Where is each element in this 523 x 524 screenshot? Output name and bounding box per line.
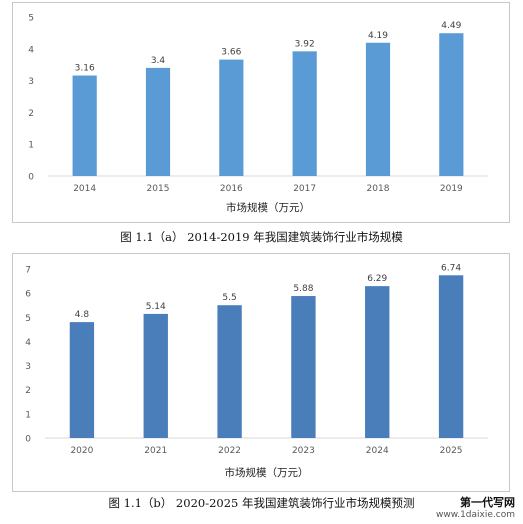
data-label: 5.88 <box>293 284 313 294</box>
watermark-title: 第一代写网 <box>460 496 515 510</box>
y-tick-label: 5 <box>25 314 31 324</box>
x-tick-label: 2022 <box>218 446 241 456</box>
x-tick-label: 2015 <box>147 184 170 194</box>
x-tick-label: 2024 <box>366 446 389 456</box>
x-tick-label: 2019 <box>440 184 463 194</box>
bar <box>365 42 391 177</box>
bar <box>292 51 317 176</box>
y-tick-label: 0 <box>25 435 31 445</box>
y-tick-label: 2 <box>25 386 31 396</box>
data-label: 4.8 <box>75 310 90 320</box>
x-axis-title: 市场规模（万元） <box>225 466 309 479</box>
y-tick-label: 3 <box>25 362 31 372</box>
data-label: 6.29 <box>367 274 387 284</box>
chart-caption-a: 图 1.1（a） 2014-2019 年我国建筑装饰行业市场规模 <box>120 230 403 244</box>
y-tick-label: 4 <box>25 338 31 348</box>
watermark-logo: 第一代写网 www.1daixie.com <box>435 496 515 520</box>
y-tick-label: 6 <box>25 290 31 300</box>
y-tick-label: 4 <box>28 45 34 55</box>
chart-panel-a: 0 1 2 3 4 5 3.16 2014 3.4 2015 3.66 2016 3.92 2017 4.1… <box>12 2 510 223</box>
data-label: 3.4 <box>151 56 166 66</box>
y-tick-label: 5 <box>28 14 34 24</box>
bar <box>439 33 464 176</box>
chart-panel-b: 0 1 2 3 4 5 6 7 4.8 2020 5.14 2021 5.5 2022 5.88 2023 6.… <box>12 253 510 492</box>
x-tick-label: 2023 <box>292 446 315 456</box>
watermark-url: www.1daixie.com <box>435 509 515 520</box>
bar <box>291 296 316 438</box>
bar <box>145 67 171 176</box>
y-tick-label: 0 <box>28 173 34 183</box>
y-tick-label: 2 <box>28 109 34 119</box>
data-label: 3.16 <box>75 64 95 74</box>
bar <box>217 305 242 438</box>
x-tick-label: 2016 <box>220 184 243 194</box>
x-tick-label: 2014 <box>73 184 96 194</box>
bar <box>69 322 95 438</box>
bar-chart-a: 0 1 2 3 4 5 3.16 2014 3.4 2015 3.66 2016 3.92 2017 4.1… <box>28 14 488 214</box>
bar <box>143 313 168 438</box>
x-tick-label: 2020 <box>70 446 93 456</box>
x-tick-label: 2025 <box>440 446 463 456</box>
data-label: 6.74 <box>441 263 461 273</box>
y-tick-label: 3 <box>28 77 34 87</box>
chart-caption-b: 图 1.1（b） 2020-2025 年我国建筑装饰行业市场规模预测 <box>108 496 415 510</box>
data-label: 5.5 <box>222 293 236 303</box>
x-tick-label: 2018 <box>367 184 390 194</box>
y-tick-label: 7 <box>25 266 31 276</box>
data-label: 4.49 <box>441 21 461 31</box>
data-label: 3.92 <box>295 39 315 49</box>
bar <box>438 275 464 438</box>
data-label: 3.66 <box>221 48 241 58</box>
y-tick-label: 1 <box>28 141 34 151</box>
x-axis-title: 市场规模（万元） <box>226 201 310 214</box>
bar <box>365 286 390 438</box>
bar-chart-b: 0 1 2 3 4 5 6 7 4.8 2020 5.14 2021 5.5 2022 5.88 2023 6.… <box>25 263 488 479</box>
data-label: 4.19 <box>368 31 388 41</box>
bar <box>72 75 97 176</box>
bar <box>219 59 244 176</box>
y-tick-label: 1 <box>25 410 31 420</box>
x-tick-label: 2021 <box>144 446 167 456</box>
x-tick-label: 2017 <box>293 184 316 194</box>
data-label: 5.14 <box>146 302 166 312</box>
